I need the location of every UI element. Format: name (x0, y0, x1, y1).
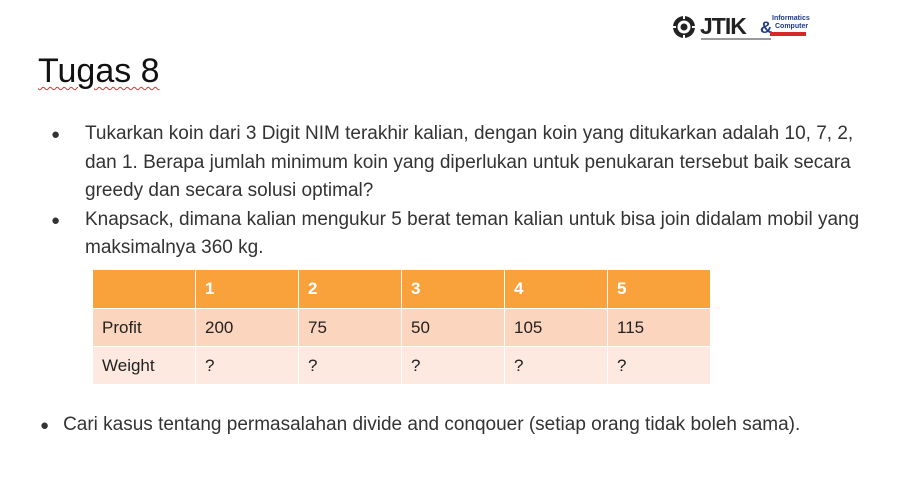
table-header-row: 1 2 3 4 5 (92, 269, 711, 309)
bullet-item-divide-conquer: ● Cari kasus tentang permasalahan divide … (40, 414, 800, 436)
table-cell: ? (401, 346, 505, 385)
bullet-dot-icon: ● (40, 417, 50, 434)
logo-wordmark: JTIK (700, 13, 747, 39)
table-cell: 115 (607, 308, 711, 347)
bullet-text-knapsack: Knapsack, dimana kalian mengukur 5 berat… (85, 208, 860, 259)
table-header-cell: 2 (298, 269, 402, 309)
table-row-weight: Weight ? ? ? ? ? (92, 346, 711, 385)
logo-tagline-line (701, 38, 771, 40)
table-cell: 50 (401, 308, 505, 347)
table-header-cell (92, 269, 196, 309)
table-cell: 200 (195, 308, 299, 347)
table-header-cell: 3 (401, 269, 505, 309)
bullet-item-coins: ● Tukarkan koin dari 3 Digit NIM terakhi… (50, 120, 890, 206)
table-cell: 75 (298, 308, 402, 347)
table-cell: ? (195, 346, 299, 385)
knapsack-table: 1 2 3 4 5 Profit 200 75 50 105 115 Weigh… (92, 269, 711, 385)
table-header-cell: 4 (504, 269, 608, 309)
table-cell: ? (298, 346, 402, 385)
bullet-list: ● Tukarkan koin dari 3 Digit NIM terakhi… (50, 120, 890, 263)
bullet-text-coins: Tukarkan koin dari 3 Digit NIM terakhir … (85, 123, 854, 201)
logo-ampersand: & (760, 18, 773, 37)
table-row-profit: Profit 200 75 50 105 115 (92, 308, 711, 347)
bullet-dot-icon: ● (51, 211, 61, 229)
bullet-item-knapsack: ● Knapsack, dimana kalian mengukur 5 ber… (50, 206, 890, 263)
slide-title: Tugas 8 (38, 52, 160, 90)
jtik-logo: JTIK & Informatics Computer (672, 13, 810, 42)
table-cell: 105 (504, 308, 608, 347)
table-header-cell: 5 (607, 269, 711, 309)
table-cell: Profit (92, 308, 196, 347)
table-header-cell: 1 (195, 269, 299, 309)
table-cell: ? (607, 346, 711, 385)
table-cell: ? (504, 346, 608, 385)
logo-subtitle-informatics: Informatics (772, 15, 810, 22)
logo-red-bar (770, 32, 806, 36)
table-cell: Weight (92, 346, 196, 385)
bullet-dot-icon: ● (51, 126, 61, 143)
logo-subtitle-computer: Computer (775, 23, 809, 30)
gear-emblem-icon (672, 15, 696, 39)
bullet-text-divide-conquer: Cari kasus tentang permasalahan divide a… (63, 414, 801, 435)
